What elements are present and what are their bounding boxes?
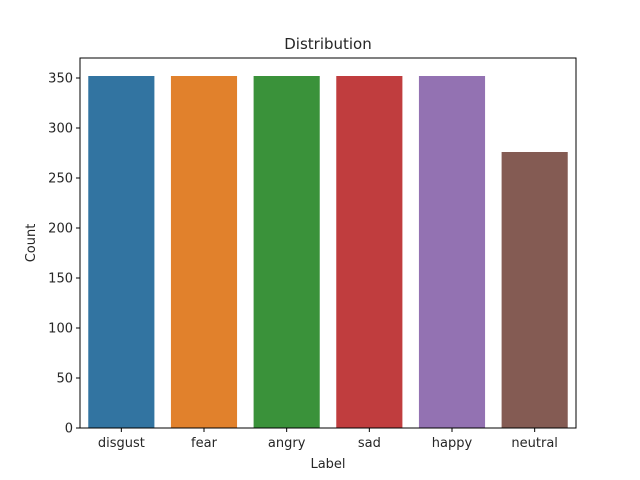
x-tick-label: happy (432, 436, 473, 451)
x-tick-label: sad (358, 436, 381, 451)
y-tick-label: 200 (48, 222, 73, 237)
bar-disgust (88, 76, 155, 428)
chart-title: Distribution (284, 35, 372, 53)
bar-sad (336, 76, 403, 428)
y-tick-label: 100 (48, 322, 73, 337)
x-tick-label: disgust (98, 436, 145, 451)
y-axis-label: Count (24, 224, 39, 263)
x-tick-label: fear (191, 436, 218, 451)
bar-neutral (501, 152, 568, 428)
x-axis-label: Label (310, 457, 345, 472)
y-tick-label: 150 (48, 272, 73, 287)
bar-fear (170, 76, 238, 428)
y-axis-ticks: 0 50 100 150 200 250 300 350 (48, 72, 80, 437)
bar-happy (418, 76, 486, 428)
x-tick-label: neutral (511, 436, 558, 451)
bar-angry (253, 76, 320, 428)
bars-layer (88, 76, 568, 428)
plot-frame (79, 57, 577, 429)
y-tick-label: 250 (48, 172, 73, 187)
y-tick-label: 0 (65, 422, 73, 437)
y-tick-label: 350 (48, 72, 73, 87)
x-tick-label: angry (268, 436, 306, 451)
y-tick-label: 300 (48, 122, 73, 137)
x-axis-ticks: disgust fear angry sad happy neutral (98, 428, 558, 451)
y-tick-label: 50 (56, 372, 73, 387)
